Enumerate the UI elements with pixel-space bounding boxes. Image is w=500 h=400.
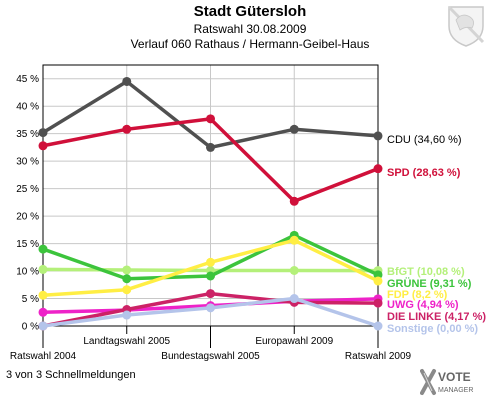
- data-point: [38, 244, 48, 254]
- y-tick-label: 45 %: [16, 74, 39, 85]
- y-tick-label: 20 %: [16, 212, 39, 223]
- data-point: [289, 235, 299, 245]
- data-point: [38, 290, 48, 300]
- chart-subtitle: Ratswahl 30.08.2009: [193, 22, 307, 36]
- vote-manager-logo-word2: MANAGER: [438, 387, 473, 394]
- data-point: [373, 164, 383, 174]
- series-end-label: CDU (34,60 %): [387, 134, 462, 146]
- data-point: [206, 142, 215, 152]
- x-tick-label: Ratswahl 2009: [345, 351, 412, 362]
- data-point: [289, 196, 299, 206]
- data-point: [122, 310, 132, 320]
- vote-manager-logo-word1: VOTE: [438, 370, 471, 384]
- data-point: [38, 128, 48, 138]
- data-point: [373, 298, 383, 308]
- data-point: [206, 303, 215, 313]
- data-point: [373, 276, 383, 286]
- data-point: [373, 131, 383, 141]
- series-end-label: UWG (4,94 %): [387, 299, 459, 311]
- data-point: [289, 266, 299, 276]
- data-point: [206, 114, 215, 124]
- series-fdp: [38, 235, 383, 300]
- series-end-label: BfGT (10,08 %): [387, 266, 465, 278]
- data-point: [122, 124, 132, 134]
- y-tick-label: 15 %: [16, 239, 39, 250]
- series-sonstige: [38, 294, 383, 331]
- coat-of-arms-logo: [447, 5, 485, 47]
- series-end-label: DIE LINKE (4,17 %): [387, 311, 486, 323]
- x-tick-label: Landtagswahl 2005: [83, 336, 170, 347]
- data-point: [206, 289, 215, 299]
- series-cdu: [38, 76, 383, 152]
- y-tick-label: 30 %: [16, 157, 39, 168]
- data-point: [206, 257, 215, 267]
- data-point: [122, 76, 132, 86]
- chart-subtitle-2: Verlauf 060 Rathaus / Hermann-Geibel-Hau…: [130, 37, 370, 51]
- y-tick-label: 10 %: [16, 267, 39, 278]
- vote-manager-logo: VOTE MANAGER: [420, 369, 473, 395]
- footer-note: 3 von 3 Schnellmeldungen: [6, 369, 136, 381]
- y-tick-label: 40 %: [16, 102, 39, 113]
- y-tick-label: 0 %: [22, 322, 39, 333]
- data-point: [122, 265, 132, 275]
- x-tick-label: Ratswahl 2004: [10, 351, 77, 362]
- series-end-label: SPD (28,63 %): [387, 167, 461, 179]
- data-point: [373, 321, 383, 331]
- y-tick-label: 5 %: [22, 294, 39, 305]
- data-point: [289, 294, 299, 304]
- data-point: [289, 124, 299, 134]
- data-point: [206, 271, 215, 281]
- chart-title: Stadt Gütersloh: [193, 3, 307, 20]
- data-point: [38, 321, 48, 331]
- data-point: [38, 141, 48, 151]
- series-end-label: Sonstige (0,00 %): [387, 323, 478, 335]
- x-tick-label: Bundestagswahl 2005: [161, 351, 260, 362]
- data-point: [38, 264, 48, 274]
- data-point: [38, 307, 48, 317]
- data-point: [122, 285, 132, 295]
- series-end-label: GRÜNE (9,31 %): [387, 277, 472, 290]
- series-end-label: FDP (8,2 %): [387, 289, 448, 301]
- data-point: [122, 274, 132, 284]
- y-tick-label: 25 %: [16, 184, 39, 195]
- x-tick-label: Europawahl 2009: [255, 336, 333, 347]
- series-spd: [38, 114, 383, 206]
- y-tick-label: 35 %: [16, 129, 39, 140]
